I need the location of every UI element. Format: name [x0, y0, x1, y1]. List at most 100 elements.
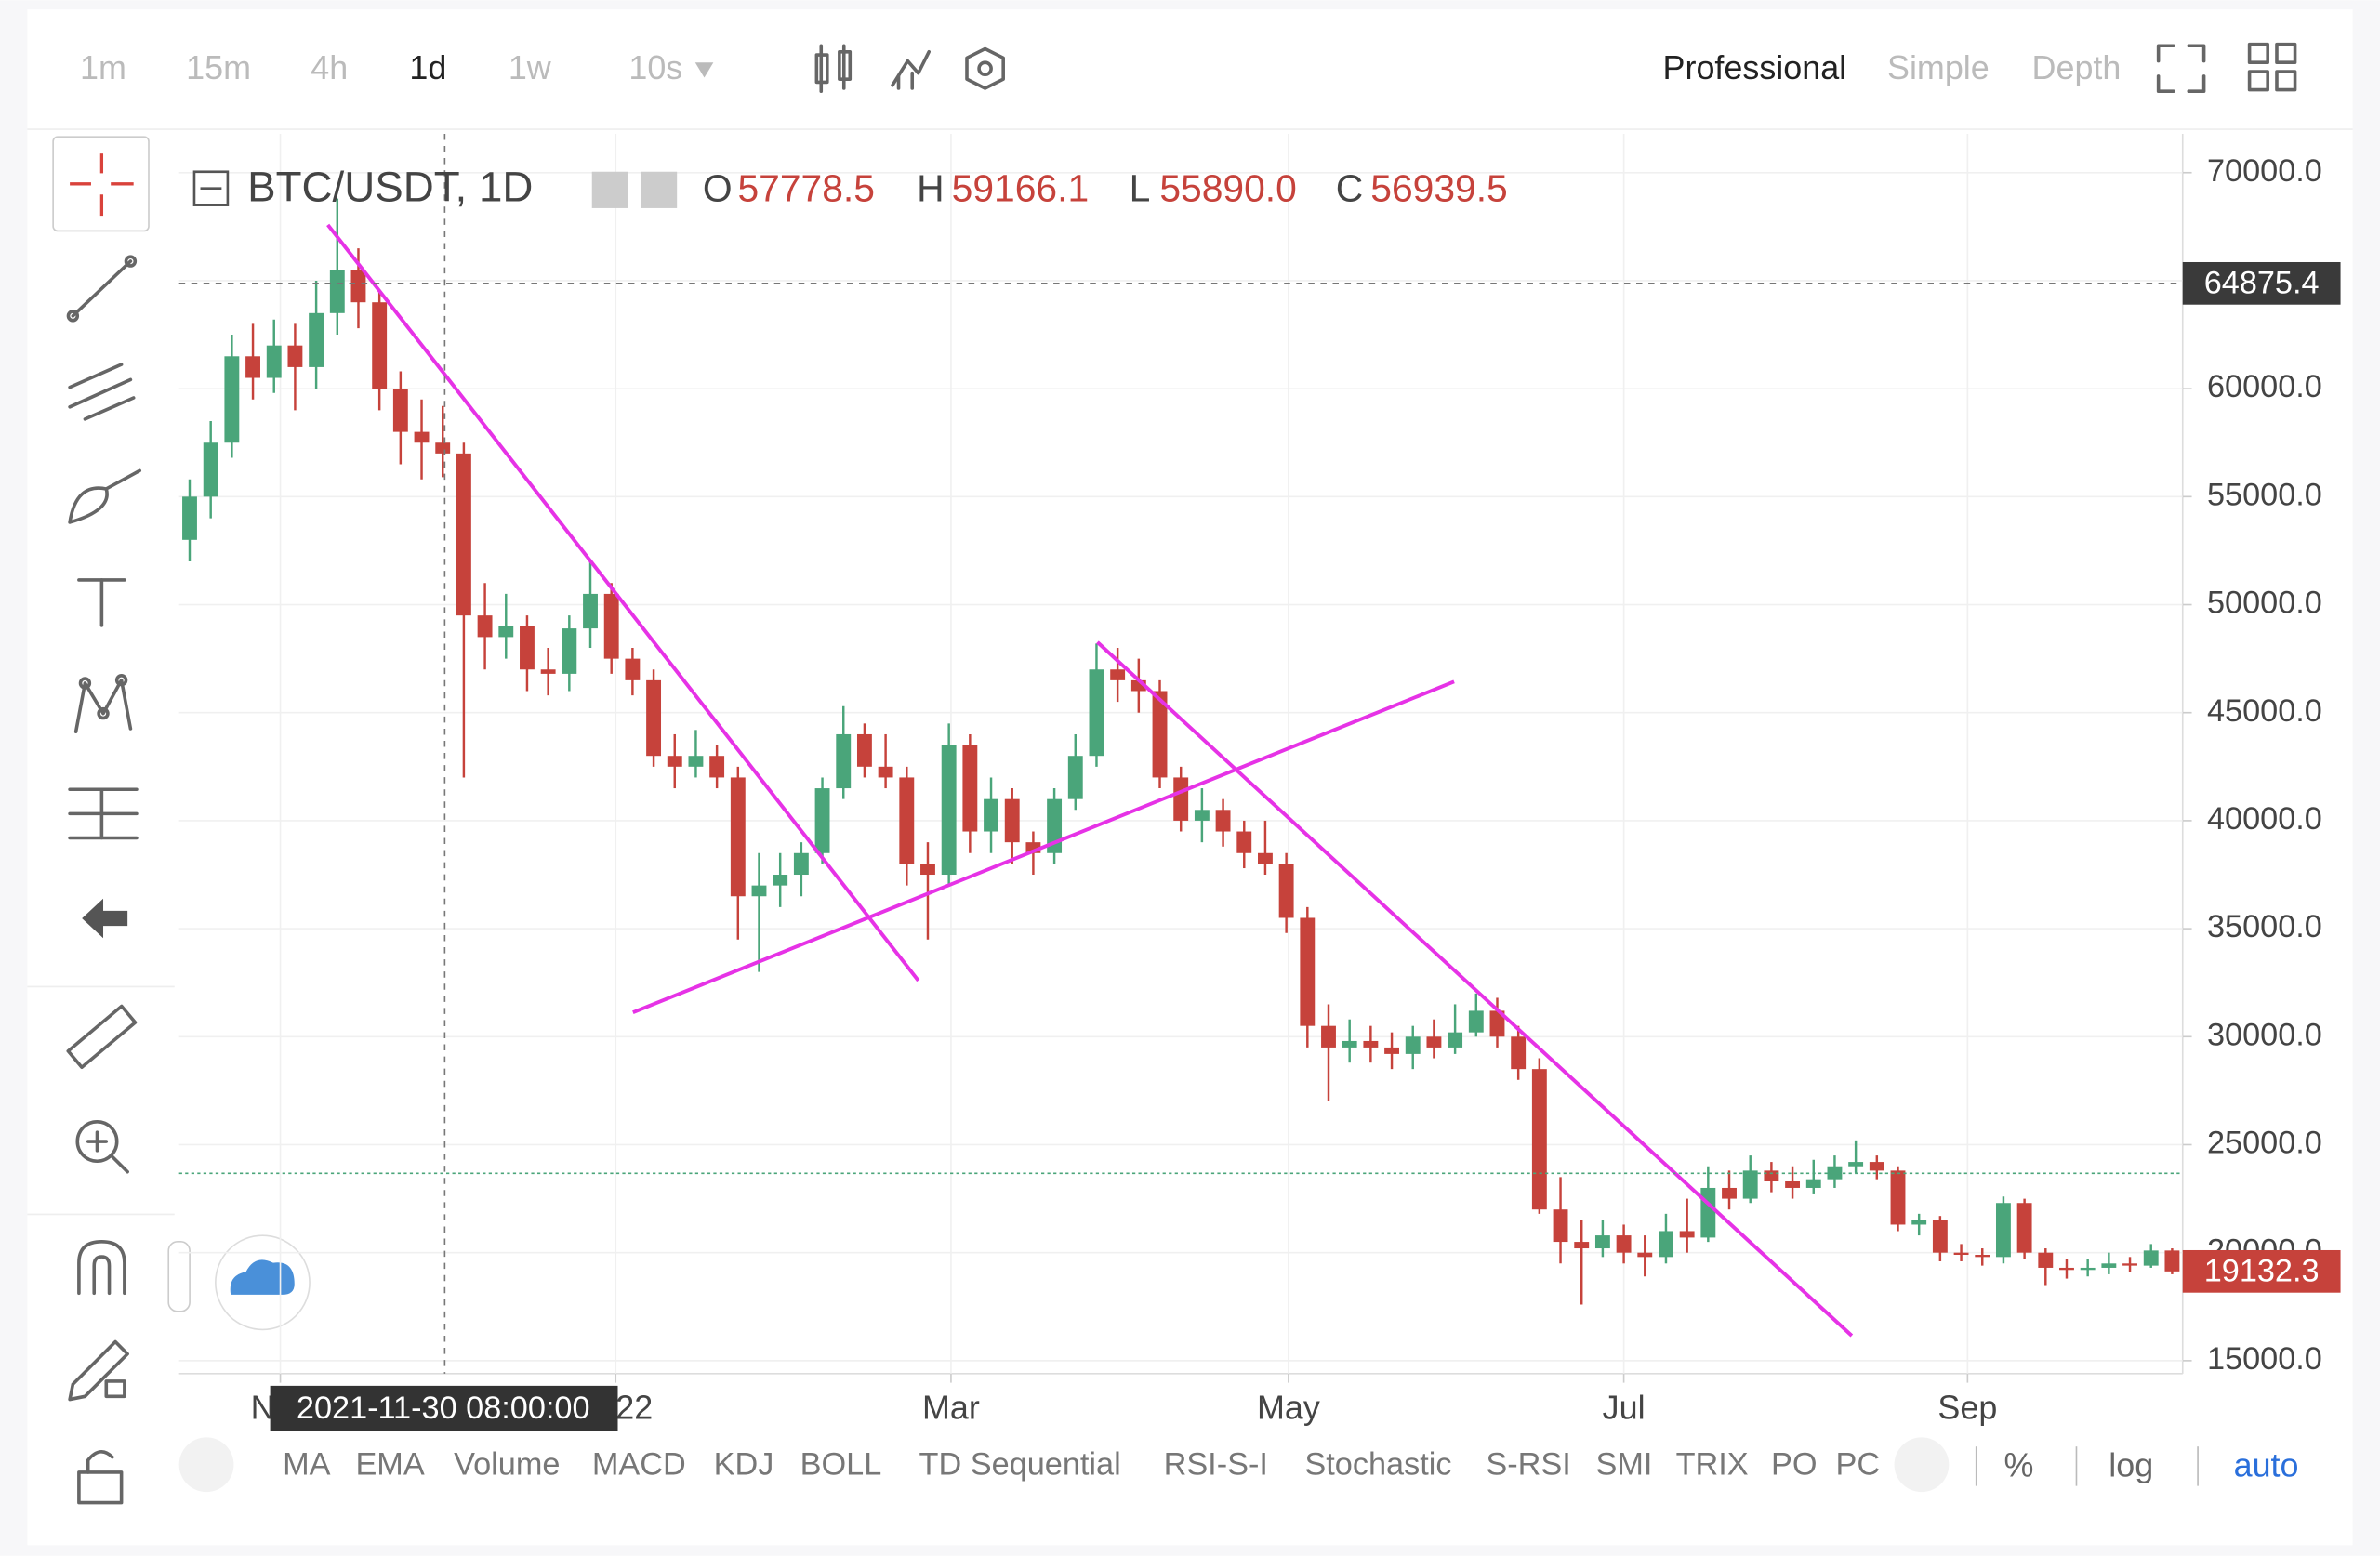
- indicator-tab[interactable]: EMA: [355, 1446, 424, 1482]
- indicator-tab[interactable]: TRIX: [1676, 1446, 1749, 1482]
- indicator-tab[interactable]: TD Sequential: [919, 1446, 1121, 1482]
- indicator-tab[interactable]: PO: [1771, 1446, 1818, 1482]
- candle-body: [350, 270, 366, 303]
- interval-tab[interactable]: 10s: [628, 48, 682, 86]
- indicator-icon[interactable]: [891, 49, 931, 90]
- panel: [27, 9, 2353, 1546]
- settings-icon[interactable]: [965, 46, 1005, 90]
- y-tick-label: 15000.0: [2207, 1341, 2322, 1377]
- indicator-tab[interactable]: BOLL: [800, 1446, 882, 1482]
- interval-tab[interactable]: 15m: [186, 48, 251, 86]
- candle-body: [1805, 1179, 1821, 1188]
- candle-body: [2122, 1263, 2137, 1266]
- candle-body: [1764, 1170, 1779, 1181]
- scroll-right[interactable]: [1894, 1437, 1950, 1493]
- trend-line[interactable]: [632, 679, 1455, 1015]
- candle-body: [1489, 1010, 1505, 1037]
- ruler-tool[interactable]: [66, 1004, 138, 1070]
- mode-tab[interactable]: Simple: [1887, 48, 1990, 86]
- candle-body: [878, 766, 893, 778]
- lock-tool[interactable]: [77, 1450, 124, 1505]
- trend-line[interactable]: [1096, 640, 1854, 1338]
- candle-body: [1700, 1187, 1716, 1238]
- chart-type-icons: [814, 42, 2297, 94]
- high-value: 59166.1: [952, 167, 1089, 210]
- candle-body: [435, 442, 451, 454]
- pair-title: BTC/USDT, 1D: [247, 163, 533, 210]
- zoom-tool[interactable]: [75, 1120, 129, 1174]
- candle-body: [2143, 1250, 2159, 1266]
- candle-body: [1742, 1170, 1758, 1199]
- gear-button[interactable]: [640, 171, 678, 208]
- candle-body: [814, 788, 830, 853]
- candle-body: [1932, 1220, 1948, 1253]
- fib-tool[interactable]: [68, 787, 139, 840]
- scale-option[interactable]: log: [2109, 1446, 2153, 1484]
- candle-body: [603, 593, 619, 659]
- magnet-tool[interactable]: [77, 1239, 126, 1296]
- y-tick-label: 45000.0: [2207, 693, 2322, 729]
- mode-tab[interactable]: Depth: [2032, 48, 2122, 86]
- indicator-tab[interactable]: KDJ: [714, 1446, 774, 1482]
- indicator-tab[interactable]: Stochastic: [1304, 1446, 1451, 1482]
- crosshair-icon: [70, 153, 134, 217]
- y-tick-label: 30000.0: [2207, 1017, 2322, 1052]
- candle-body: [1448, 1032, 1463, 1048]
- line-tool[interactable]: [66, 255, 138, 323]
- candle-body: [392, 389, 408, 432]
- collapse-box[interactable]: [192, 170, 230, 206]
- indicator-tab[interactable]: Volume: [454, 1446, 560, 1482]
- scale-option[interactable]: auto: [2234, 1446, 2299, 1484]
- candle-body: [372, 302, 388, 389]
- indicator-tab[interactable]: SMI: [1595, 1446, 1652, 1482]
- interval-tab[interactable]: 1d: [409, 48, 446, 86]
- candle-body: [245, 356, 260, 378]
- overlay: 64875.4 19132.3: [178, 261, 2341, 1293]
- lock-draw-tool[interactable]: [68, 1339, 129, 1402]
- scale-option[interactable]: %: [2003, 1446, 2033, 1484]
- collapse-arrow[interactable]: [82, 898, 128, 939]
- x-tick-label: Jul: [1603, 1388, 1646, 1426]
- mode-tab[interactable]: Professional: [1663, 48, 1847, 86]
- candle-body: [583, 593, 598, 629]
- candle-body: [1911, 1220, 1927, 1225]
- text-tool[interactable]: [77, 578, 126, 627]
- indicator-tab[interactable]: RSI-S-I: [1164, 1446, 1268, 1482]
- y-tick-label: 35000.0: [2207, 909, 2322, 944]
- layout-icon[interactable]: [2247, 42, 2297, 92]
- pattern-tool[interactable]: [73, 674, 133, 734]
- candle-body: [1426, 1036, 1442, 1048]
- interval-dropdown[interactable]: [694, 62, 714, 78]
- brush-tool[interactable]: [68, 468, 141, 524]
- candle-body: [984, 798, 998, 832]
- candle-icon[interactable]: [814, 44, 853, 94]
- candle-body: [1321, 1025, 1336, 1048]
- candle-body: [836, 733, 852, 789]
- candle-body: [1511, 1036, 1527, 1070]
- indicator-tab[interactable]: MA: [283, 1446, 331, 1482]
- eye-button[interactable]: [591, 171, 628, 208]
- top-toolbar: 1m 15m 4h 1d 1w 10s Professional Simple Depth: [80, 48, 2121, 86]
- indicator-tab[interactable]: MACD: [592, 1446, 686, 1482]
- candle-body: [1278, 864, 1294, 918]
- channel-tool[interactable]: [68, 363, 136, 421]
- interval-tab[interactable]: 4h: [311, 48, 348, 86]
- low-label: L: [1130, 167, 1151, 210]
- collapse-handle[interactable]: [167, 1240, 191, 1312]
- indicator-tab[interactable]: PC: [1836, 1446, 1881, 1482]
- drawings: [326, 223, 1854, 1338]
- candle-body: [1130, 679, 1146, 692]
- interval-tab[interactable]: 1w: [509, 48, 552, 86]
- candle-body: [1953, 1252, 1969, 1256]
- interval-tab[interactable]: 1m: [80, 48, 126, 86]
- scroll-left[interactable]: [178, 1437, 234, 1493]
- candle-body: [1869, 1162, 1884, 1171]
- candle-body: [1975, 1255, 1990, 1258]
- fullscreen-icon[interactable]: [2156, 44, 2206, 94]
- candle-body: [856, 733, 872, 767]
- candle-body: [2164, 1250, 2180, 1272]
- crosshair-tool[interactable]: [52, 136, 150, 232]
- trend-line[interactable]: [326, 223, 920, 982]
- indicator-tab[interactable]: S-RSI: [1486, 1446, 1570, 1482]
